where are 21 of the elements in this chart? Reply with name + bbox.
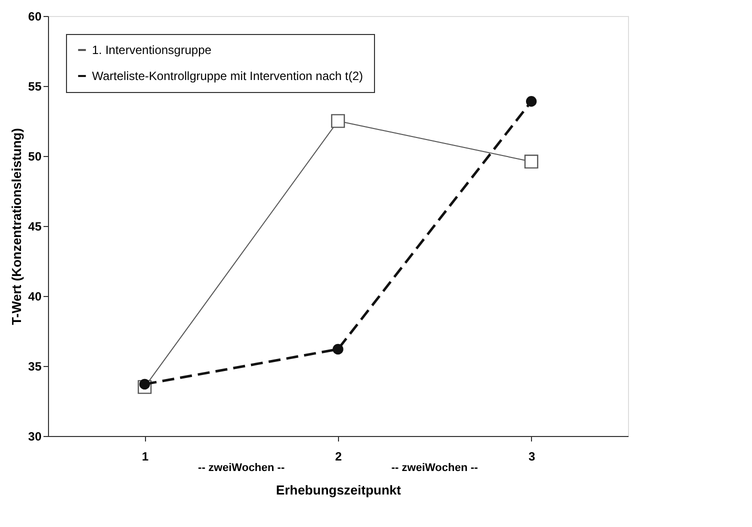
- y-tick-label: 35: [28, 360, 42, 374]
- point: [332, 344, 344, 355]
- x-tick-label: 2: [335, 450, 342, 464]
- y-tick-label: 60: [28, 10, 42, 24]
- y-tick-label: 50: [28, 150, 42, 164]
- y-tick-label: 55: [28, 80, 42, 94]
- y-tick-label: 30: [28, 430, 42, 444]
- y-axis-title: T-Wert (Konzentrationsleistung): [9, 128, 24, 325]
- x-axis-title: Erhebungszeitpunkt: [276, 482, 402, 498]
- text: -- zweiWochen --: [198, 462, 285, 474]
- x-tick-label: 3: [528, 450, 536, 464]
- x-tick-label: 1: [142, 450, 149, 464]
- point: [331, 114, 345, 128]
- legend-label: 1. Interventionsgruppe: [92, 43, 212, 57]
- text: -- zweiWochen --: [391, 462, 478, 474]
- y-tick-label: 45: [28, 220, 42, 234]
- point: [526, 96, 537, 107]
- legend-label: Warteliste-Kontrollgruppe mit Intervention nach t(2): [92, 69, 364, 83]
- y-tick-label: 40: [28, 290, 42, 304]
- point: [524, 154, 538, 169]
- point: [139, 378, 150, 390]
